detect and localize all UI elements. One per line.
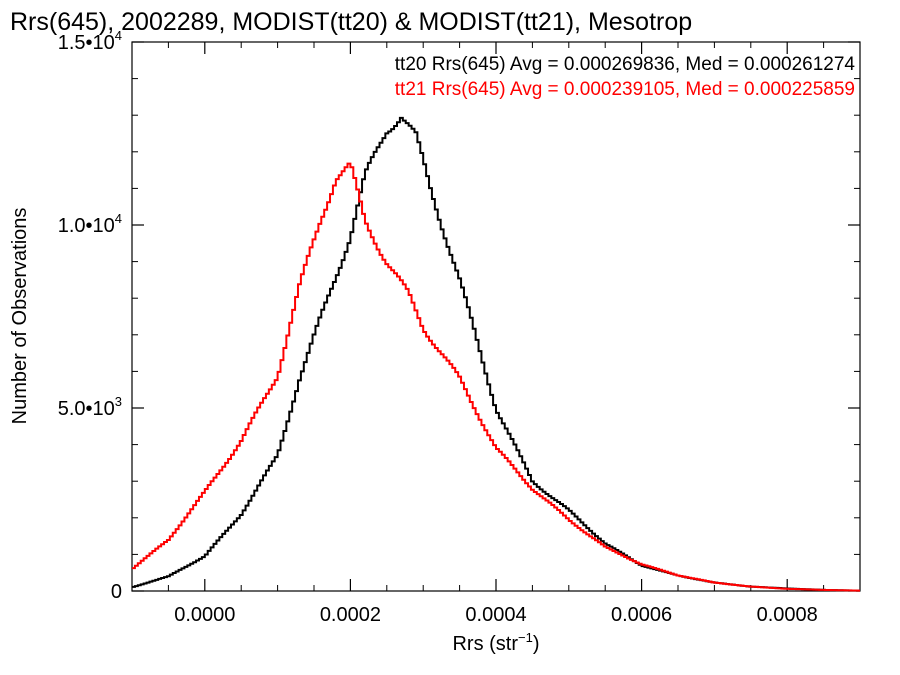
- axis-ticks: [131, 41, 861, 592]
- y-tick-label: 5.0•103: [58, 394, 122, 420]
- y-tick-mantissa: 1.5•10: [58, 32, 115, 54]
- x-tick-label: 0.0002: [320, 604, 381, 626]
- y-tick-mantissa: 5.0•10: [58, 398, 115, 420]
- series-group: [132, 116, 860, 592]
- legend-tt21: tt21 Rrs(645) Avg = 0.000239105, Med = 0…: [395, 79, 855, 100]
- plot-frame: [131, 41, 861, 592]
- x-axis-label: Rrs (str−1): [452, 630, 539, 655]
- y-tick-exponent: 4: [115, 211, 122, 226]
- series-tt20-line: [132, 116, 860, 592]
- y-tick-exponent: 4: [115, 28, 122, 43]
- legend-tt20: tt20 Rrs(645) Avg = 0.000269836, Med = 0…: [395, 54, 856, 75]
- x-tick-label: 0.0000: [174, 604, 235, 626]
- plot-area: [131, 41, 861, 592]
- y-tick-label: 0: [111, 581, 122, 603]
- y-tick-label: 1.0•104: [58, 211, 122, 237]
- y-tick-label: 1.5•104: [58, 28, 122, 54]
- chart-title: Rrs(645), 2002289, MODIST(tt20) & MODIST…: [10, 8, 692, 36]
- x-axis-label-main: Rrs (str: [452, 633, 518, 655]
- x-tick-labels: 0.0000 0.0002 0.0004 0.0006 0.0008: [174, 604, 818, 626]
- x-tick-label: 0.0004: [465, 604, 526, 626]
- y-axis-label: Number of Observations: [9, 208, 31, 425]
- y-tick-mantissa: 1.0•10: [58, 215, 115, 237]
- series-tt21-line: [132, 162, 860, 592]
- x-axis-label-end: ): [533, 633, 540, 655]
- y-tick-mantissa: 0: [111, 581, 122, 603]
- x-tick-label: 0.0006: [611, 604, 672, 626]
- x-axis-label-exponent: −1: [518, 630, 533, 645]
- x-tick-label: 0.0008: [757, 604, 818, 626]
- y-tick-exponent: 3: [115, 394, 122, 409]
